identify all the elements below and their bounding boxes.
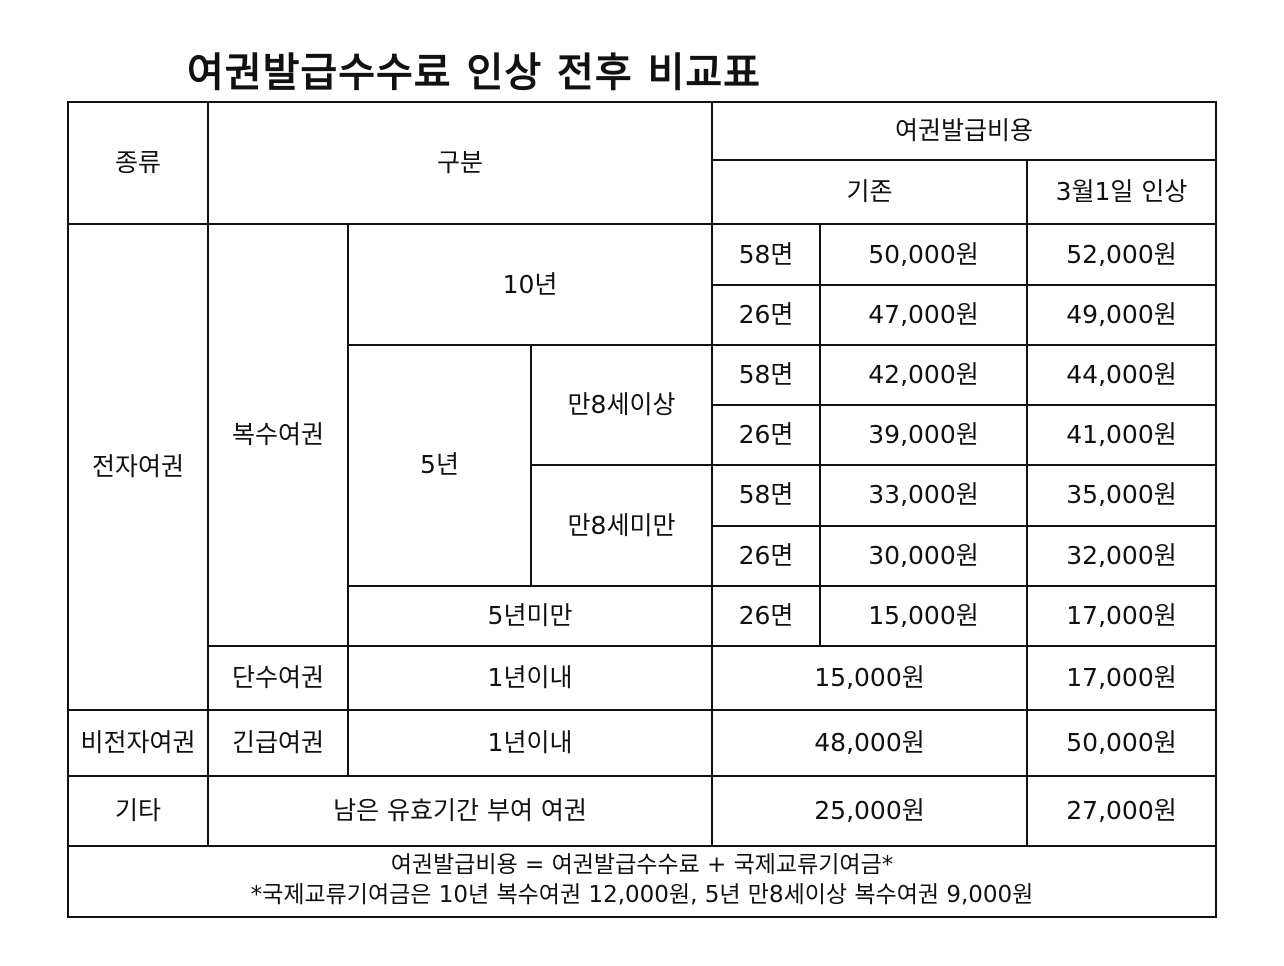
- table-row: 전자여권 복수여권 10년 58면 50,000원 52,000원: [67, 223, 1218, 712]
- table-row: 만8세미만 58면 33,000원 35,000원: [68, 464, 1218, 587]
- category-emergency: 긴급여권: [207, 709, 349, 778]
- footnote-contribution: *국제교류기여금은 10년 복수여권 12,000원, 5년 만8세이상 복수여…: [250, 882, 1034, 909]
- page-title: 여권발급수수료 인상 전후 비교표: [187, 50, 761, 96]
- footnote-row: 여권발급비용 = 여권발급수수료 + 국제교류기여금* *국제교류기여금은 10…: [66, 844, 1218, 919]
- pages-cell: 26면: [711, 584, 822, 647]
- before-cell: 15,000원: [819, 584, 1029, 647]
- term-five-years: 5년: [347, 343, 532, 587]
- before-cell: 48,000원: [711, 709, 1029, 778]
- header-row: 종류 구분 여권발급비용: [67, 100, 1218, 226]
- header-before: 기존: [711, 159, 1029, 226]
- type-non-electronic: 비전자여권: [67, 709, 209, 778]
- before-cell: 42,000원: [819, 343, 1029, 407]
- pages-cell: 58면: [711, 343, 822, 407]
- term-within1: 1년이내: [346, 709, 714, 778]
- footnote-formula: 여권발급비용 = 여권발급수수료 + 국제교류기여금*: [390, 852, 894, 879]
- after-cell: 50,000원: [1026, 709, 1218, 778]
- header-cost: 여권발급비용: [711, 100, 1218, 162]
- term-ten-years: 10년: [346, 223, 714, 346]
- before-cell: 33,000원: [819, 464, 1029, 527]
- before-cell: 30,000원: [819, 524, 1029, 587]
- term-within1: 1년이내: [346, 644, 714, 712]
- pages-cell: 26면: [711, 524, 822, 587]
- after-cell: 44,000원: [1026, 343, 1218, 407]
- type-electronic: 전자여권: [67, 223, 209, 712]
- after-cell: 32,000원: [1026, 524, 1218, 587]
- after-cell: 49,000원: [1026, 283, 1218, 346]
- footnote: 여권발급비용 = 여권발급수수료 + 국제교류기여금* *국제교류기여금은 10…: [66, 844, 1218, 919]
- age-over8: 만8세이상: [529, 343, 714, 467]
- before-cell: 15,000원: [711, 644, 1029, 712]
- category-single: 단수여권: [207, 644, 349, 712]
- age-under8: 만8세미만: [529, 464, 714, 587]
- header-after: 3월1일 인상: [1026, 159, 1218, 226]
- before-cell: 25,000원: [711, 775, 1029, 847]
- table-row: 26면 39,000원 41,000원: [68, 404, 1218, 467]
- before-cell: 39,000원: [819, 404, 1029, 467]
- fee-comparison-table: 종류 구분 여권발급비용 기존 3월1일 인상 전자여권 복수여권 10년 58…: [66, 100, 1218, 919]
- after-cell: 35,000원: [1026, 464, 1218, 527]
- table-row: 26면 30,000원 32,000원: [68, 524, 1218, 587]
- table-row: 기타 남은 유효기간 부여 여권 25,000원 27,000원: [67, 775, 1218, 847]
- header-category: 구분: [206, 100, 714, 226]
- before-cell: 50,000원: [819, 223, 1029, 286]
- before-cell: 47,000원: [819, 283, 1029, 346]
- table-row: 비전자여권 긴급여권 1년이내 48,000원 50,000원: [67, 709, 1218, 778]
- after-cell: 27,000원: [1026, 775, 1218, 847]
- term-under5: 5년미만: [346, 584, 714, 647]
- pages-cell: 26면: [711, 283, 822, 346]
- table-row: 단수여권 1년이내 15,000원 17,000원: [68, 644, 1218, 712]
- table-row: 5년 만8세이상 58면 42,000원 44,000원: [68, 343, 1218, 587]
- pages-cell: 58면: [711, 223, 822, 286]
- after-cell: 52,000원: [1026, 223, 1218, 286]
- header-row: 기존 3월1일 인상: [68, 159, 1218, 226]
- header-type: 종류: [67, 100, 209, 226]
- category-multi: 복수여권: [207, 223, 349, 647]
- after-cell: 17,000원: [1026, 584, 1218, 647]
- term-remaining: 남은 유효기간 부여 여권: [206, 775, 714, 847]
- after-cell: 41,000원: [1026, 404, 1218, 467]
- pages-cell: 26면: [711, 404, 822, 467]
- pages-cell: 58면: [711, 464, 822, 527]
- type-other: 기타: [67, 775, 209, 847]
- after-cell: 17,000원: [1026, 644, 1218, 712]
- table-row: 5년미만 26면 15,000원 17,000원: [68, 584, 1218, 647]
- table-row: 26면 47,000원 49,000원: [68, 283, 1218, 346]
